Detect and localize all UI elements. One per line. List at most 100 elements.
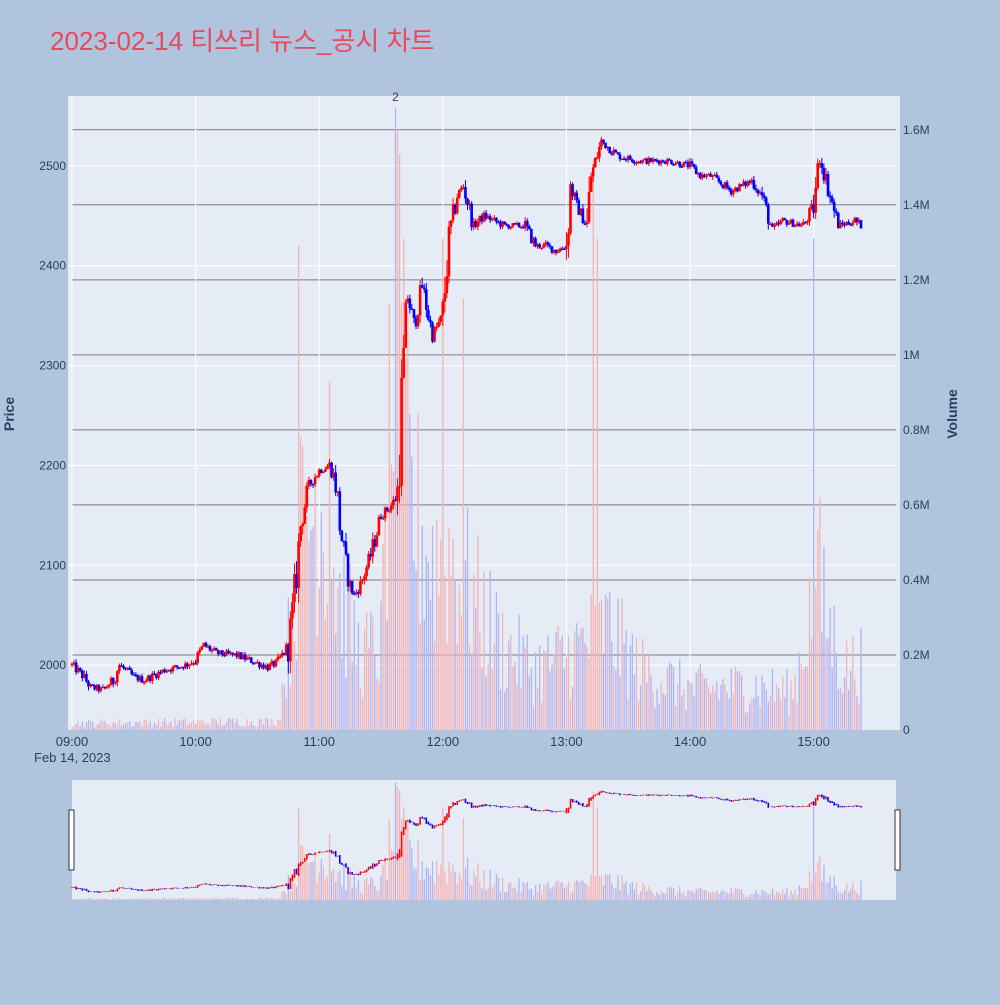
- candle-body: [495, 217, 498, 222]
- slider-volume-bar: [613, 887, 615, 900]
- slider-volume-bar: [629, 884, 631, 900]
- candle-body: [385, 507, 389, 511]
- slider-volume-bar: [734, 887, 737, 900]
- volume-bar: [642, 638, 644, 730]
- slider-volume-bar: [740, 889, 743, 900]
- candle-body: [781, 218, 784, 221]
- time-tick-label: 12:00: [427, 734, 460, 749]
- volume-bar: [143, 718, 145, 730]
- candle-body: [587, 191, 591, 222]
- slider-volume-bar: [376, 890, 378, 900]
- volume-bar: [102, 721, 104, 730]
- candle-body: [365, 567, 368, 577]
- slider-volume-bar: [522, 882, 524, 900]
- candle-body: [427, 309, 430, 320]
- slider-volume-bar: [841, 893, 844, 900]
- slider-volume-bar: [561, 882, 563, 900]
- candle-body: [352, 593, 356, 595]
- volume-bar: [703, 678, 706, 730]
- candle-body: [744, 181, 747, 186]
- slider-volume-bar: [341, 886, 343, 900]
- slider-volume-bar: [137, 898, 139, 900]
- slider-volume-bar: [491, 888, 493, 900]
- volume-bar: [168, 723, 170, 730]
- candle-body: [159, 671, 162, 674]
- range-slider-handle-right[interactable]: [894, 809, 901, 871]
- candle-body: [647, 158, 651, 164]
- slider-volume-bar: [102, 898, 104, 900]
- annotation-layer: 2: [392, 90, 399, 104]
- slider-volume-bar: [821, 881, 823, 900]
- volume-bar: [403, 239, 405, 730]
- volume-bar: [477, 535, 479, 730]
- volume-bar: [394, 107, 397, 730]
- volume-bar: [714, 690, 716, 730]
- slider-volume-bar: [860, 880, 862, 900]
- candle-body: [525, 220, 529, 227]
- volume-bar: [172, 726, 174, 730]
- slider-volume-bar: [813, 806, 815, 900]
- candle-body: [596, 157, 599, 160]
- volume-bar: [483, 571, 485, 730]
- volume-bar: [192, 720, 195, 730]
- candle-body: [519, 226, 523, 229]
- volume-bar: [427, 562, 430, 730]
- volume-bar: [421, 525, 423, 730]
- volume-bar: [751, 697, 753, 730]
- slider-volume-bar: [386, 879, 388, 900]
- slider-volume-bar: [473, 870, 475, 900]
- candle-body: [338, 491, 342, 531]
- volume-bar: [159, 727, 162, 730]
- volume-bar: [701, 673, 704, 730]
- candle-body: [367, 553, 370, 568]
- volume-bar: [710, 692, 712, 730]
- slider-volume-bar: [639, 891, 642, 900]
- volume-bar: [378, 681, 380, 730]
- volume-bar: [547, 635, 549, 730]
- slider-volume-bar: [520, 892, 522, 900]
- candle-body: [350, 581, 354, 594]
- volume-bar: [491, 669, 493, 730]
- range-slider-handle-left[interactable]: [68, 809, 75, 871]
- slider-volume-bar: [190, 898, 193, 900]
- slider-volume-bar: [792, 894, 794, 900]
- volume-bar: [829, 608, 831, 730]
- slider-volume-bar: [526, 881, 528, 900]
- candle-body: [674, 163, 677, 166]
- volume-bar: [178, 720, 180, 730]
- slider-volume-bar: [668, 887, 671, 900]
- slider-volume-bar: [576, 879, 578, 900]
- slider-volume-bar: [372, 878, 374, 900]
- volume-bar: [71, 726, 73, 730]
- candle-body: [377, 516, 381, 536]
- slider-volume-bar: [475, 876, 477, 900]
- volume-bar: [771, 668, 774, 730]
- candle-body: [274, 659, 278, 667]
- volume-bar: [596, 238, 598, 730]
- volume-bar: [705, 677, 708, 730]
- candle-body: [422, 287, 426, 290]
- slider-volume-bar: [421, 861, 423, 900]
- slider-volume-bar: [681, 893, 683, 900]
- slider-volume-bar: [691, 891, 693, 900]
- volume-bar: [339, 573, 341, 730]
- slider-volume-bar: [833, 876, 835, 900]
- candle-body: [243, 654, 247, 660]
- candle-body: [225, 650, 228, 656]
- candle-body: [734, 187, 737, 191]
- candle-body: [503, 221, 506, 225]
- candle-body: [319, 469, 323, 473]
- slider-volume-bar: [845, 883, 848, 900]
- volume-bar: [94, 727, 96, 730]
- volume-bar: [541, 702, 543, 730]
- candle-body: [843, 224, 846, 226]
- volume-bar: [188, 723, 191, 730]
- volume-bar: [275, 726, 277, 730]
- volume-bar: [660, 681, 662, 730]
- candle-body: [359, 581, 362, 595]
- volume-bar: [252, 725, 254, 730]
- candle-body: [105, 687, 109, 689]
- volume-bar: [232, 718, 234, 730]
- volume-bar: [728, 698, 730, 730]
- volume-bar: [716, 681, 718, 730]
